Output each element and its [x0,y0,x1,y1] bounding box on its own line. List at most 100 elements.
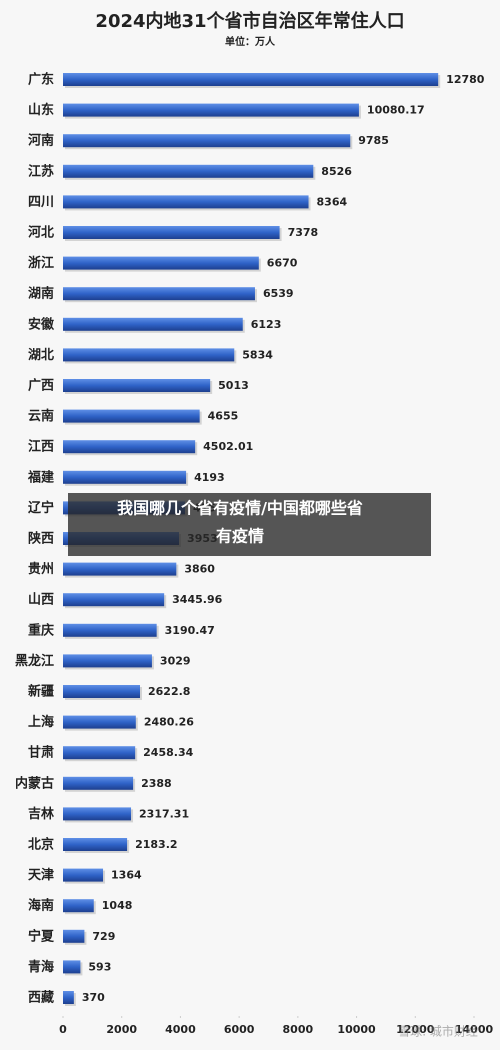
y-tick-label: 上海 [28,714,54,730]
y-tick-label: 新疆 [28,684,54,700]
y-tick-label: 广西 [28,378,54,394]
value-label: 8526 [321,165,352,178]
bar [63,164,314,178]
bar [63,868,104,882]
value-label: 2183.2 [135,838,177,851]
y-tick-label: 湖北 [28,348,54,363]
bar [63,838,128,851]
bar [63,379,211,392]
value-label: 4502.01 [203,440,253,453]
overlay-banner [68,493,431,556]
bar [63,960,81,974]
y-tick-label: 内蒙古 [15,775,54,791]
y-tick-label: 宁夏 [28,928,55,944]
chart-subtitle: 单位：万人 [225,35,276,48]
value-label: 1364 [111,869,142,882]
watermark: 雪球: 城市财经 [398,1024,478,1039]
y-tick-label: 天津 [28,867,54,883]
y-tick-label: 湖南 [28,286,54,302]
bar [63,195,309,209]
x-tick-label: 14000 [455,1023,494,1036]
bar [63,899,94,913]
bar [63,103,359,117]
y-tick-label: 海南 [28,898,54,914]
bar [63,685,140,698]
y-tick-label: 西藏 [28,990,54,1006]
bar [63,991,74,1004]
value-label: 729 [92,930,115,943]
y-tick-label: 甘肃 [28,745,54,761]
bar [63,134,351,148]
bar [63,746,136,760]
bar [63,348,235,362]
bar [63,776,134,790]
x-tick-label: 6000 [224,1023,255,1036]
bar [63,593,165,607]
value-label: 3029 [160,654,191,667]
y-tick-label: 广东 [28,72,54,88]
value-label: 5834 [242,348,273,361]
value-label: 6539 [263,287,294,300]
bar [63,440,196,454]
bar [63,226,280,239]
y-tick-label: 安徽 [28,316,55,332]
value-label: 10080.17 [367,104,425,117]
bar [63,715,136,729]
bar [63,256,259,270]
y-tick-label: 河北 [28,225,54,241]
value-label: 6670 [267,257,298,270]
bar [63,73,439,86]
value-label: 3445.96 [172,593,222,606]
bar [63,562,177,576]
value-label: 3860 [184,563,215,576]
x-tick-label: 10000 [337,1023,376,1036]
x-tick-label: 12000 [396,1023,435,1036]
x-tick-label: 8000 [283,1023,314,1036]
value-label: 2458.34 [143,746,193,759]
value-label: 12780 [446,73,485,86]
value-label: 4655 [208,410,239,423]
y-tick-label: 吉林 [28,806,54,822]
y-tick-label: 四川 [28,195,54,210]
chart-title: 2024内地31个省市自治区年常住人口 [95,10,404,32]
y-tick-label: 北京 [28,837,54,853]
bar [63,807,132,821]
x-tick-label: 0 [59,1023,67,1036]
y-tick-label: 河南 [28,133,54,149]
bar [63,317,243,331]
value-label: 593 [88,960,111,973]
y-tick-label: 福建 [27,469,54,485]
y-tick-label: 青海 [28,959,54,975]
bar [63,929,85,943]
y-tick-label: 黑龙江 [15,653,54,669]
value-label: 6123 [251,318,282,331]
y-tick-label: 山西 [28,592,54,608]
bar [63,409,200,423]
y-tick-label: 贵州 [28,561,54,577]
x-tick-label: 4000 [165,1023,196,1036]
value-label: 9785 [358,134,389,147]
bar [63,470,187,484]
y-tick-label: 云南 [28,408,54,424]
value-label: 8364 [317,195,348,208]
y-tick-label: 江西 [28,439,54,455]
value-label: 2622.8 [148,685,190,698]
value-label: 2317.31 [139,807,189,820]
overlay-text: 我国哪几个省有疫情/中国都哪些省 [117,499,363,518]
y-tick-label: 陕西 [28,531,54,547]
value-label: 370 [82,991,105,1004]
bar [63,654,152,668]
value-label: 7378 [288,226,319,239]
value-label: 5013 [218,379,249,392]
y-tick-label: 浙江 [28,255,54,271]
bar [63,287,255,301]
value-label: 2480.26 [144,716,194,729]
y-tick-label: 重庆 [28,622,54,638]
x-tick-label: 2000 [106,1023,137,1036]
value-label: 1048 [102,899,133,912]
y-tick-label: 江苏 [28,163,54,179]
bar [63,623,157,637]
overlay-text: 有疫情 [216,527,264,546]
value-label: 2388 [141,777,172,790]
